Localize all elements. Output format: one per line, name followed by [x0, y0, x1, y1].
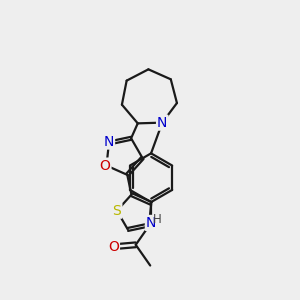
Text: H: H [153, 213, 162, 226]
Text: N: N [104, 134, 114, 148]
Text: S: S [112, 204, 121, 218]
Text: O: O [100, 159, 110, 172]
Text: O: O [108, 240, 119, 254]
Text: N: N [157, 116, 167, 130]
Text: N: N [146, 216, 156, 230]
